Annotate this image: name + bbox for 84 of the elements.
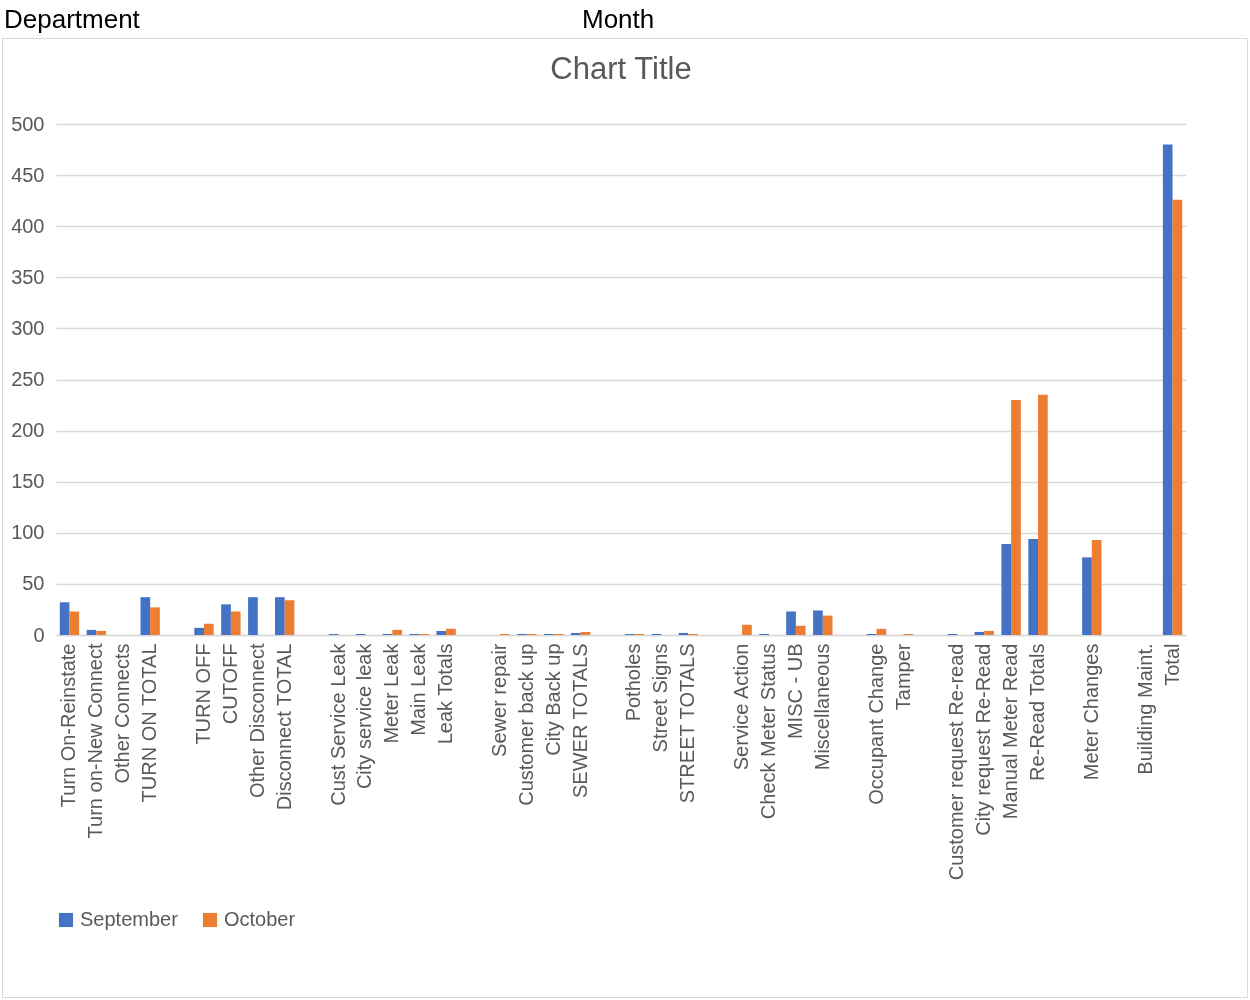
bar <box>570 632 581 635</box>
chart-title: Chart Title <box>550 51 692 86</box>
x-tick-label: Re-Read Totals <box>1026 643 1049 781</box>
y-tick-label: 250 <box>11 368 45 390</box>
x-tick-label: TURN ON TOTAL <box>138 643 161 803</box>
bar <box>275 597 285 635</box>
x-tick-label: Other Connects <box>111 643 134 784</box>
bar <box>1091 539 1102 635</box>
x-tick-label: Check Meter Status <box>756 643 779 820</box>
x-tick-label: Cust Service Leak <box>326 642 349 806</box>
y-tick-label: 450 <box>11 163 45 186</box>
bar <box>69 611 80 635</box>
y-tick-label: 500 <box>11 112 45 135</box>
x-tick-label: Other Disconnect <box>245 643 268 799</box>
bar <box>194 627 204 635</box>
x-tick-label: Total <box>1160 643 1183 686</box>
x-tick-label: Occupant Change <box>864 643 887 805</box>
bar <box>1172 199 1183 635</box>
y-tick-label: 300 <box>11 316 45 339</box>
bar <box>580 631 591 635</box>
x-tick-label: Building Maint. <box>1133 643 1156 775</box>
x-tick-label: Tamper <box>891 643 914 711</box>
y-tick-label: 0 <box>33 623 45 646</box>
x-tick-label: Street Signs <box>649 643 672 753</box>
bar <box>1162 144 1173 635</box>
x-tick-label: Manual Meter Read <box>999 643 1022 820</box>
bar <box>1038 394 1048 635</box>
text: Department <box>4 4 140 35</box>
bar <box>984 630 994 635</box>
x-tick-label: Turn On-Reinstate <box>57 643 80 808</box>
bar <box>248 597 258 635</box>
bar <box>678 632 689 635</box>
y-tick-label: 350 <box>11 265 45 288</box>
bar <box>203 623 214 635</box>
bar <box>86 629 97 635</box>
legend-label: October <box>224 908 296 930</box>
x-tick-label: City Back up <box>541 643 564 756</box>
y-tick-label: 100 <box>11 521 45 544</box>
bar <box>876 628 887 635</box>
bar <box>96 630 107 635</box>
bar <box>822 615 833 635</box>
text: Month <box>582 4 655 35</box>
x-tick-label: Customer back up <box>514 643 537 806</box>
x-tick-label: Potholes <box>622 643 645 722</box>
x-tick-label: STREET TOTALS <box>676 643 699 804</box>
y-tick-label: 150 <box>11 470 45 493</box>
bar <box>1001 544 1012 635</box>
x-tick-label: Leak Totals <box>434 643 457 745</box>
x-tick-label: Miscellaneous <box>810 643 833 771</box>
x-tick-label: Meter Changes <box>1079 643 1102 781</box>
bar <box>974 631 985 635</box>
x-tick-label: MISC - UB <box>783 643 806 740</box>
bar <box>1011 399 1021 635</box>
x-tick-label: Service Action <box>730 643 753 771</box>
x-tick-label: Meter Leak <box>380 642 403 744</box>
x-tick-label: TURN OFF <box>191 643 214 745</box>
x-tick-label: Turn on-New Connect <box>84 643 107 839</box>
bar <box>795 625 806 635</box>
x-tick-label: City service leak <box>353 642 376 790</box>
bar <box>230 611 241 635</box>
x-tick-label: Main Leak <box>407 642 430 736</box>
bar <box>59 602 70 635</box>
y-tick-label: 200 <box>11 419 45 442</box>
y-tick-label: 400 <box>11 214 45 237</box>
x-tick-label: Disconnect TOTAL <box>272 643 295 811</box>
bar <box>1082 557 1092 635</box>
x-tick-label: Customer request Re-read <box>945 643 968 881</box>
bar <box>786 611 796 635</box>
bar <box>221 604 231 635</box>
bar <box>140 597 151 635</box>
bar <box>284 600 295 635</box>
x-tick-label: City request Re-Read <box>972 643 995 836</box>
bar <box>742 624 752 635</box>
bar <box>150 607 160 635</box>
bar <box>1028 538 1039 635</box>
bar <box>392 629 402 635</box>
bar <box>446 628 456 635</box>
bar <box>436 630 447 635</box>
legend-label: September <box>80 908 179 930</box>
x-tick-label: CUTOFF <box>218 643 241 725</box>
x-tick-label: SEWER TOTALS <box>568 643 591 798</box>
y-tick-label: 50 <box>22 572 45 595</box>
bar <box>813 610 823 635</box>
x-tick-label: Sewer repair <box>487 643 510 757</box>
